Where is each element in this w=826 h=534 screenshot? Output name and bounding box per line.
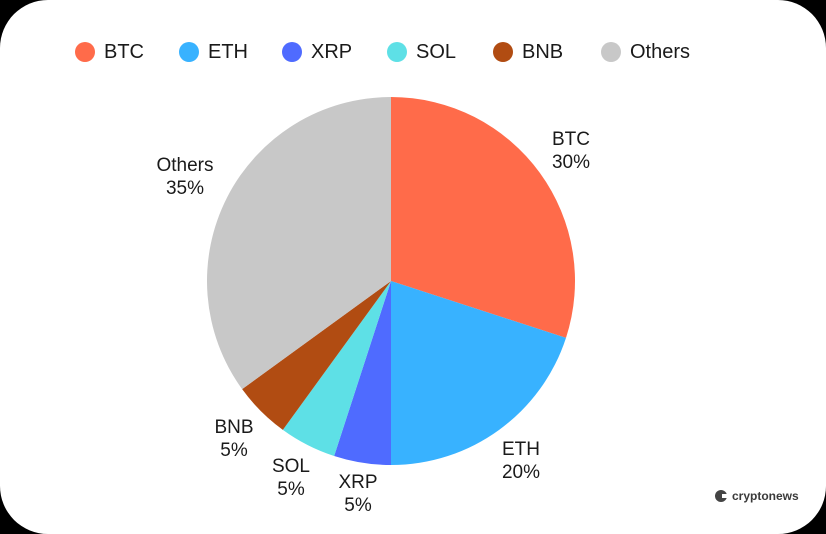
- legend: BTC ETH XRP SOL BNB Others: [0, 38, 826, 66]
- legend-item-xrp[interactable]: XRP: [282, 38, 352, 66]
- sol-swatch-icon: [387, 42, 407, 62]
- legend-item-others[interactable]: Others: [601, 38, 690, 66]
- slice-name: BTC: [552, 129, 590, 150]
- btc-swatch-icon: [75, 42, 95, 62]
- slice-pct: 5%: [220, 440, 248, 461]
- legend-label: SOL: [416, 40, 457, 63]
- others-swatch-icon: [601, 42, 621, 62]
- legend-label: BNB: [522, 40, 564, 63]
- legend-label: ETH: [208, 40, 248, 63]
- bnb-swatch-icon: [493, 42, 513, 62]
- pie-slice-sol[interactable]: [282, 281, 391, 456]
- slice-label-others: Others 35%: [140, 154, 230, 200]
- brand-logo: cryptonews: [715, 489, 799, 503]
- slice-pct: 35%: [165, 178, 205, 199]
- legend-item-sol[interactable]: SOL: [387, 38, 456, 66]
- slice-name: ETH: [502, 439, 540, 460]
- slice-name: SOL: [271, 456, 311, 477]
- legend-item-bnb[interactable]: BNB: [493, 38, 563, 66]
- slice-name: BNB: [214, 417, 254, 438]
- eth-swatch-icon: [179, 42, 199, 62]
- slice-pct: 5%: [344, 495, 372, 516]
- slice-name: Others: [156, 155, 214, 176]
- pie-slice-btc[interactable]: [391, 97, 575, 338]
- pie-slice-xrp[interactable]: [334, 281, 391, 465]
- brand-name: cryptonews: [732, 489, 799, 503]
- pie-slice-eth[interactable]: [391, 281, 566, 465]
- slice-label-bnb: BNB 5%: [189, 416, 279, 462]
- slice-pct: 30%: [551, 152, 591, 173]
- slice-pct: 20%: [501, 462, 541, 483]
- xrp-swatch-icon: [282, 42, 302, 62]
- slice-label-xrp: XRP 5%: [313, 471, 403, 517]
- legend-item-eth[interactable]: ETH: [179, 38, 248, 66]
- slice-label-sol: SOL 5%: [246, 455, 336, 501]
- slice-name: XRP: [338, 472, 378, 493]
- slice-pct: 5%: [277, 479, 305, 500]
- legend-label: BTC: [104, 40, 144, 63]
- legend-label: Others: [630, 40, 691, 63]
- slice-label-eth: ETH 20%: [476, 438, 566, 484]
- legend-item-btc[interactable]: BTC: [75, 38, 144, 66]
- legend-label: XRP: [311, 40, 353, 63]
- slice-label-btc: BTC 30%: [526, 128, 616, 174]
- cryptonews-logo-icon: [715, 490, 728, 502]
- pie-slice-others[interactable]: [207, 97, 391, 390]
- pie-slice-bnb[interactable]: [242, 281, 391, 430]
